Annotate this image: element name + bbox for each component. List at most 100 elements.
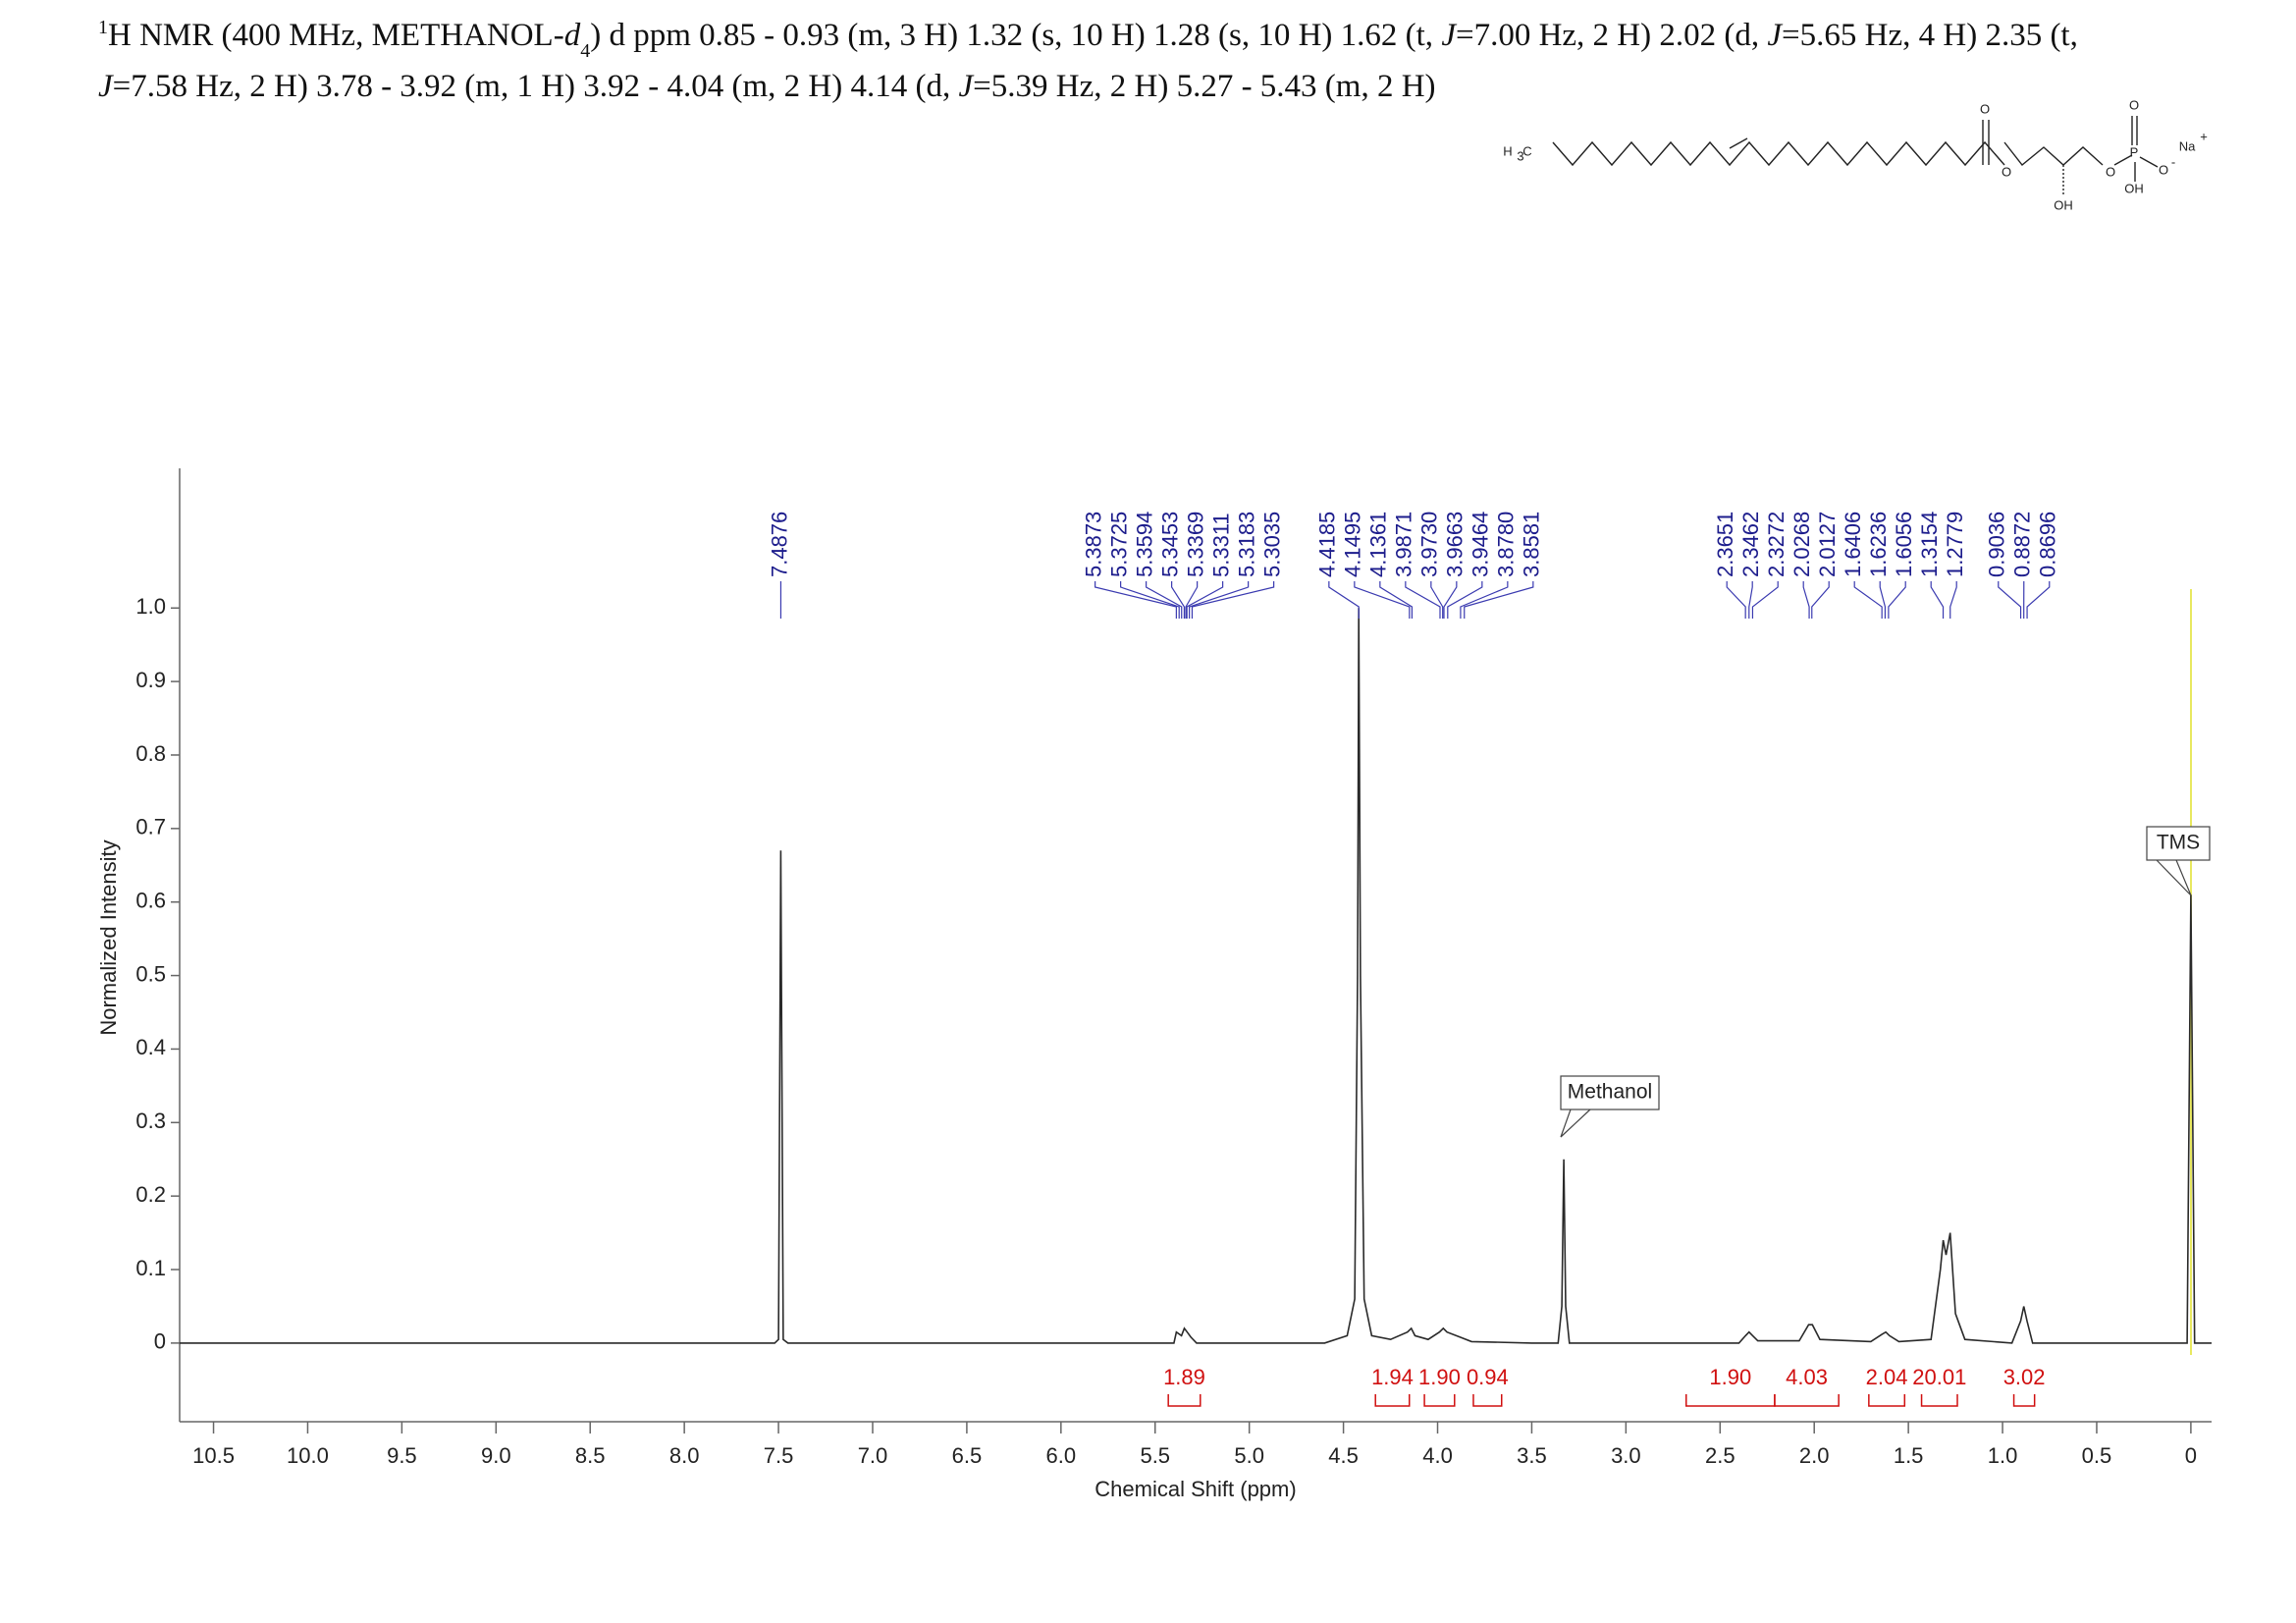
structure-label: OH	[2124, 181, 2144, 195]
structure-label: 3	[1517, 148, 1523, 163]
x-tick-label: 4.5	[1328, 1443, 1359, 1468]
structure-bond	[1729, 137, 1748, 149]
peak-leader	[1379, 581, 1414, 619]
x-tick-label: 6.0	[1046, 1443, 1077, 1468]
structure-bond	[1552, 140, 2005, 167]
x-tick-label: 10.0	[287, 1443, 329, 1468]
header-segment: 1	[98, 17, 108, 38]
peak-leader	[1802, 581, 1810, 619]
x-tick-label: 5.0	[1234, 1443, 1264, 1468]
peak-leader	[1095, 581, 1177, 619]
y-tick-label: 0.9	[135, 668, 166, 692]
peak-label: 3.8581	[1520, 512, 1544, 577]
peak-label: 2.0268	[1789, 512, 1814, 577]
peak-label: 1.6406	[1841, 512, 1865, 577]
annotation-box	[2146, 826, 2211, 861]
peak-label: 2.3651	[1713, 512, 1737, 577]
x-tick-label: 6.5	[952, 1443, 983, 1468]
peak-leader	[1460, 581, 1509, 619]
integral-label: 0.94	[1467, 1365, 1509, 1389]
peak-label: 3.9464	[1468, 512, 1493, 577]
peak-label: 4.4185	[1315, 512, 1340, 577]
peak-label: 5.3035	[1259, 512, 1284, 577]
x-tick-label: 7.0	[858, 1443, 888, 1468]
integral-bracket	[2012, 1394, 2036, 1407]
x-tick-label: 3.5	[1517, 1443, 1547, 1468]
header-segment: H NMR (400 MHz, METHANOL-	[108, 18, 564, 53]
x-tick-label: 10.5	[192, 1443, 235, 1468]
integral-label: 1.90	[1709, 1365, 1751, 1389]
x-tick-label: 8.0	[669, 1443, 700, 1468]
header-segment: J	[1441, 18, 1457, 53]
peak-leader	[1464, 581, 1534, 619]
peak-label: 7.4876	[767, 512, 791, 577]
y-tick-label: 0.2	[135, 1182, 166, 1207]
header-line-1: 1H NMR (400 MHz, METHANOL-d4) d ppm 0.85…	[98, 17, 2078, 62]
peak-leader	[1949, 581, 1957, 619]
structure-label: O	[2106, 164, 2115, 179]
annotation-label: Methanol	[1568, 1081, 1652, 1104]
x-tick-label: 9.5	[387, 1443, 417, 1468]
integral-bracket	[1685, 1394, 1776, 1407]
peak-label: 5.3369	[1183, 512, 1207, 577]
structure-label: +	[2200, 129, 2208, 143]
peak-leader	[1186, 581, 1224, 619]
y-axis-title: Normalized Intensity	[96, 839, 121, 1035]
annotation-label: TMS	[2157, 832, 2200, 854]
integral-label: 20.01	[1912, 1365, 1966, 1389]
structure-label: O	[1980, 101, 1990, 116]
x-tick-label: 2.5	[1705, 1443, 1735, 1468]
peak-label: 0.8872	[2010, 512, 2035, 577]
x-tick-label: 4.0	[1422, 1443, 1453, 1468]
header-segment: d	[564, 18, 581, 53]
annotation-leader	[1560, 1109, 1591, 1138]
y-tick-label: 0	[154, 1329, 166, 1354]
annotation-box	[1560, 1075, 1660, 1110]
integral-bracket	[1868, 1394, 1906, 1407]
integral-bracket	[1423, 1394, 1456, 1407]
x-tick-label: 8.5	[575, 1443, 606, 1468]
peak-label: 0.8696	[2036, 512, 2060, 577]
peak-leader	[1189, 581, 1250, 619]
x-tick-label: 7.5	[764, 1443, 794, 1468]
peak-leader	[1185, 581, 1199, 619]
y-tick-label: 0.8	[135, 741, 166, 766]
peak-label: 3.8780	[1494, 512, 1519, 577]
header-segment: 4	[580, 40, 590, 62]
peak-leader	[1405, 581, 1441, 619]
x-tick-label: 0.5	[2082, 1443, 2112, 1468]
integral-label: 2.04	[1866, 1365, 1908, 1389]
peak-label: 0.9036	[1985, 512, 2009, 577]
x-tick-label: 5.5	[1140, 1443, 1170, 1468]
structure-label: P	[2130, 144, 2139, 159]
x-tick-label: 3.0	[1611, 1443, 1641, 1468]
peak-label: 5.3725	[1106, 512, 1131, 577]
spectrum-line	[180, 608, 2212, 1344]
y-tick-label: 1.0	[135, 594, 166, 619]
structure-bond	[2113, 154, 2133, 166]
integral-label: 1.89	[1163, 1365, 1205, 1389]
peak-label: 5.3873	[1081, 512, 1105, 577]
peak-leader	[1726, 581, 1746, 619]
header-line-2: J=7.58 Hz, 2 H) 3.78 - 3.92 (m, 1 H) 3.9…	[98, 69, 1436, 104]
y-tick-label: 0.3	[135, 1109, 166, 1133]
peak-label: 3.9730	[1417, 512, 1442, 577]
y-tick-label: 0.4	[135, 1035, 166, 1059]
integral-label: 3.02	[2003, 1365, 2046, 1389]
y-tick-label: 0.6	[135, 889, 166, 913]
y-tick-label: 0.5	[135, 961, 166, 986]
header-segment: J	[959, 69, 975, 104]
peak-label: 1.6056	[1892, 512, 1916, 577]
header-segment: ) d ppm 0.85 - 0.93 (m, 3 H) 1.32 (s, 10…	[590, 18, 1441, 53]
peak-label: 1.2779	[1943, 512, 1967, 577]
peak-leader	[1447, 581, 1483, 619]
integral-label: 1.90	[1418, 1365, 1461, 1389]
peak-label: 5.3594	[1132, 512, 1156, 577]
peak-label: 2.3462	[1738, 512, 1763, 577]
x-tick-label: 1.5	[1894, 1443, 1924, 1468]
peak-label: 5.3453	[1157, 512, 1182, 577]
x-axis-title: Chemical Shift (ppm)	[1095, 1477, 1296, 1501]
header-segment: J	[98, 69, 114, 104]
integral-bracket	[1774, 1394, 1840, 1407]
